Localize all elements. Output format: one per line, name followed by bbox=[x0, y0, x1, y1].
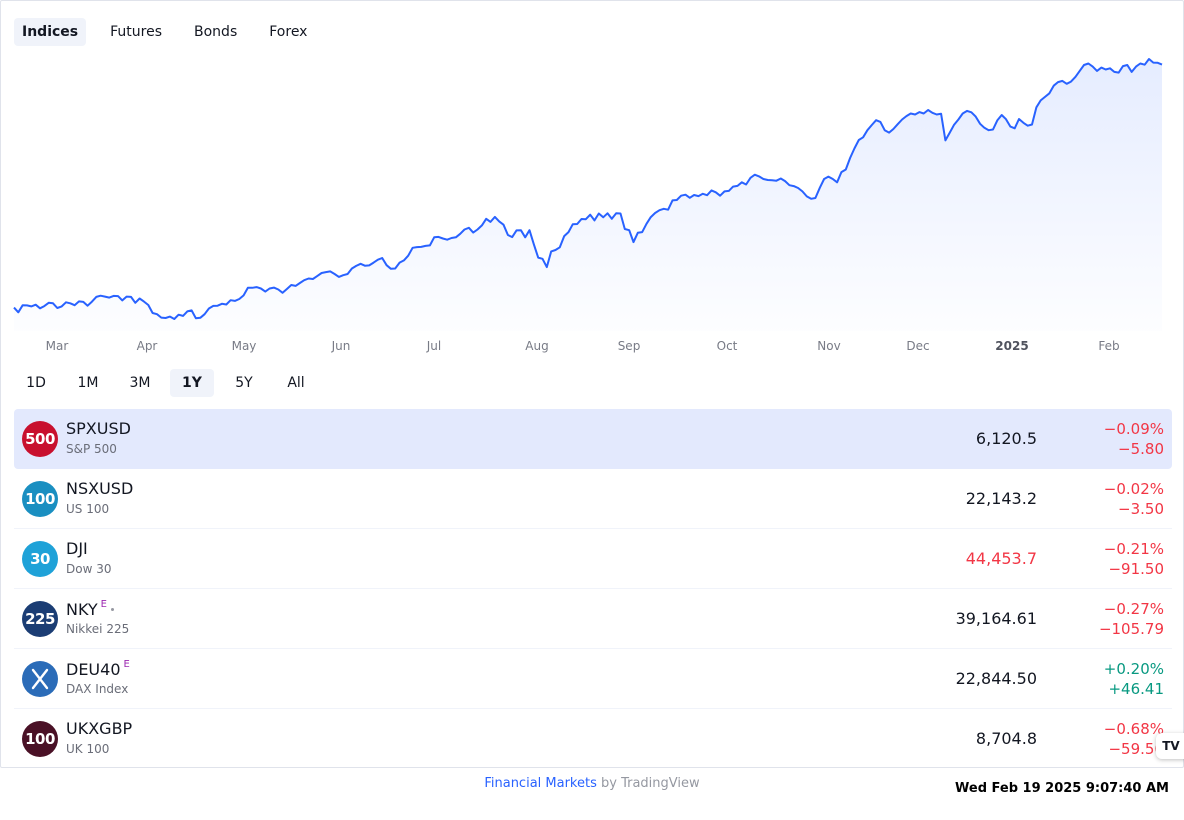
last-price: 22,844.50 bbox=[955, 669, 1037, 688]
symbol-ticker-wrap: UKXGBP bbox=[66, 719, 132, 738]
change-block: −0.09% −5.80 bbox=[1104, 419, 1164, 459]
change-block: −0.21% −91.50 bbox=[1104, 539, 1164, 579]
symbol-row-dji[interactable]: 30 DJI Dow 30 44,453.7 −0.21% −91.50 bbox=[14, 529, 1172, 589]
last-price: 22,143.2 bbox=[965, 489, 1037, 508]
change-absolute: −91.50 bbox=[1108, 560, 1164, 578]
change-percent: −0.09% bbox=[1103, 420, 1164, 438]
change-percent: −0.02% bbox=[1103, 480, 1164, 498]
dax-logo-icon bbox=[22, 661, 58, 697]
x-axis-tick-label: Nov bbox=[817, 339, 840, 353]
change-percent: −0.68% bbox=[1103, 720, 1164, 738]
symbol-ticker-wrap: DJI bbox=[66, 539, 88, 558]
symbol-ticker-wrap: NKY E bbox=[66, 599, 114, 619]
change-absolute: +46.41 bbox=[1108, 680, 1164, 698]
symbol-ticker-wrap: SPXUSD bbox=[66, 419, 131, 438]
symbol-ticker[interactable]: SPXUSD bbox=[66, 419, 131, 438]
tab-indices[interactable]: Indices bbox=[14, 18, 87, 46]
symbol-ticker[interactable]: UKXGBP bbox=[66, 719, 133, 738]
symbol-ticker[interactable]: DEU40 bbox=[66, 660, 121, 679]
sp500-logo-icon: 500 bbox=[22, 421, 58, 457]
tab-bonds[interactable]: Bonds bbox=[194, 24, 238, 40]
market-overview-widget: Indices Futures Bonds Forex Mar Apr May Jun… bbox=[0, 0, 1184, 768]
change-absolute: −3.50 bbox=[1118, 500, 1164, 518]
symbol-description: UK 100 bbox=[66, 742, 110, 756]
tradingview-logo-icon[interactable]: TV bbox=[1156, 733, 1184, 759]
symbol-row-nsxusd[interactable]: 100 NSXUSD US 100 22,143.2 −0.02% −3.50 bbox=[14, 469, 1172, 529]
last-price: 39,164.61 bbox=[955, 609, 1037, 628]
dow30-logo-icon: 30 bbox=[22, 541, 58, 577]
change-absolute: −59.50 bbox=[1108, 740, 1164, 758]
range-3m-button[interactable]: 3M bbox=[129, 375, 151, 391]
symbol-ticker-wrap: DEU40 E bbox=[66, 659, 130, 679]
symbol-ticker-wrap: NSXUSD bbox=[66, 479, 133, 498]
nikkei225-logo-icon: 225 bbox=[22, 601, 58, 637]
symbol-ticker[interactable]: NKY bbox=[66, 600, 98, 619]
symbol-row-deu40[interactable]: DEU40 E DAX Index 22,844.50 +0.20% +46.41 bbox=[14, 649, 1172, 709]
change-percent: +0.20% bbox=[1103, 660, 1164, 678]
price-area-fill bbox=[14, 59, 1162, 331]
timestamp-clock: Wed Feb 19 2025 9:07:40 AM bbox=[955, 781, 1169, 796]
symbol-row-spxusd[interactable]: 500 SPXUSD S&P 500 6,120.5 −0.09% −5.80 bbox=[14, 409, 1172, 469]
symbol-row-ukxgbp[interactable]: 100 UKXGBP UK 100 8,704.8 −0.68% −59.50 bbox=[14, 709, 1172, 767]
symbol-description: DAX Index bbox=[66, 682, 129, 696]
x-axis-tick-label: Sep bbox=[618, 339, 641, 353]
x-axis-ticks: Mar Apr May Jun Jul Aug Sep Oct Nov Dec 2025 Feb bbox=[46, 339, 1120, 353]
attribution-suffix: by TradingView bbox=[596, 776, 700, 791]
x-axis-tick-label: May bbox=[232, 339, 257, 353]
symbol-description: Nikkei 225 bbox=[66, 622, 130, 636]
x-axis-tick-label: Dec bbox=[906, 339, 929, 353]
change-percent: −0.21% bbox=[1103, 540, 1164, 558]
change-percent: −0.27% bbox=[1103, 600, 1164, 618]
time-range-selector: 1D 1M 3M 1Y 5Y All bbox=[14, 369, 326, 397]
last-price: 6,120.5 bbox=[975, 429, 1037, 448]
price-chart[interactable]: Mar Apr May Jun Jul Aug Sep Oct Nov Dec 2025 Feb bbox=[1, 51, 1183, 361]
symbol-list: 500 SPXUSD S&P 500 6,120.5 −0.09% −5.80 … bbox=[14, 409, 1172, 767]
us100-logo-icon: 100 bbox=[22, 481, 58, 517]
last-price: 44,453.7 bbox=[965, 549, 1037, 568]
price-chart-svg: Mar Apr May Jun Jul Aug Sep Oct Nov Dec 2025 Feb bbox=[13, 58, 1163, 353]
market-tabs: Indices Futures Bonds Forex bbox=[14, 18, 323, 46]
delayed-badge: E bbox=[123, 659, 130, 670]
change-block: −0.02% −3.50 bbox=[1104, 479, 1164, 519]
symbol-ticker[interactable]: NSXUSD bbox=[66, 479, 134, 498]
x-axis-tick-label: Aug bbox=[525, 339, 548, 353]
x-axis-tick-label: Oct bbox=[717, 339, 738, 353]
symbol-description: S&P 500 bbox=[66, 442, 117, 456]
dax-x-icon bbox=[31, 668, 49, 690]
symbol-ticker[interactable]: DJI bbox=[66, 539, 88, 558]
x-axis-tick-label: Mar bbox=[46, 339, 69, 353]
change-block: −0.68% −59.50 bbox=[1104, 719, 1164, 759]
market-closed-dot-icon bbox=[111, 608, 114, 611]
change-absolute: −5.80 bbox=[1118, 440, 1164, 458]
change-block: +0.20% +46.41 bbox=[1104, 659, 1164, 699]
x-axis-tick-label: Apr bbox=[137, 339, 158, 353]
range-all-button[interactable]: All bbox=[287, 375, 305, 391]
price-line bbox=[13, 58, 1163, 320]
range-1m-button[interactable]: 1M bbox=[77, 375, 99, 391]
delayed-badge: E bbox=[100, 599, 107, 610]
symbol-row-nky[interactable]: 225 NKY E Nikkei 225 39,164.61 −0.27% −10… bbox=[14, 589, 1172, 649]
last-price: 8,704.8 bbox=[975, 729, 1037, 748]
range-1y-button[interactable]: 1Y bbox=[170, 369, 214, 397]
range-5y-button[interactable]: 5Y bbox=[235, 375, 253, 391]
change-absolute: −105.79 bbox=[1098, 620, 1164, 638]
range-1d-button[interactable]: 1D bbox=[26, 375, 46, 391]
financial-markets-link[interactable]: Financial Markets bbox=[484, 776, 597, 791]
tab-futures[interactable]: Futures bbox=[110, 24, 163, 40]
x-axis-tick-label: 2025 bbox=[995, 339, 1028, 353]
symbol-description: Dow 30 bbox=[66, 562, 112, 576]
x-axis-tick-label: Jun bbox=[331, 339, 351, 353]
tab-forex[interactable]: Forex bbox=[269, 24, 308, 40]
x-axis-tick-label: Feb bbox=[1098, 339, 1119, 353]
uk100-logo-icon: 100 bbox=[22, 721, 58, 757]
change-block: −0.27% −105.79 bbox=[1099, 599, 1164, 639]
x-axis-tick-label: Jul bbox=[426, 339, 441, 353]
symbol-description: US 100 bbox=[66, 502, 110, 516]
footer-attribution: Financial Markets by TradingView bbox=[0, 776, 1184, 791]
